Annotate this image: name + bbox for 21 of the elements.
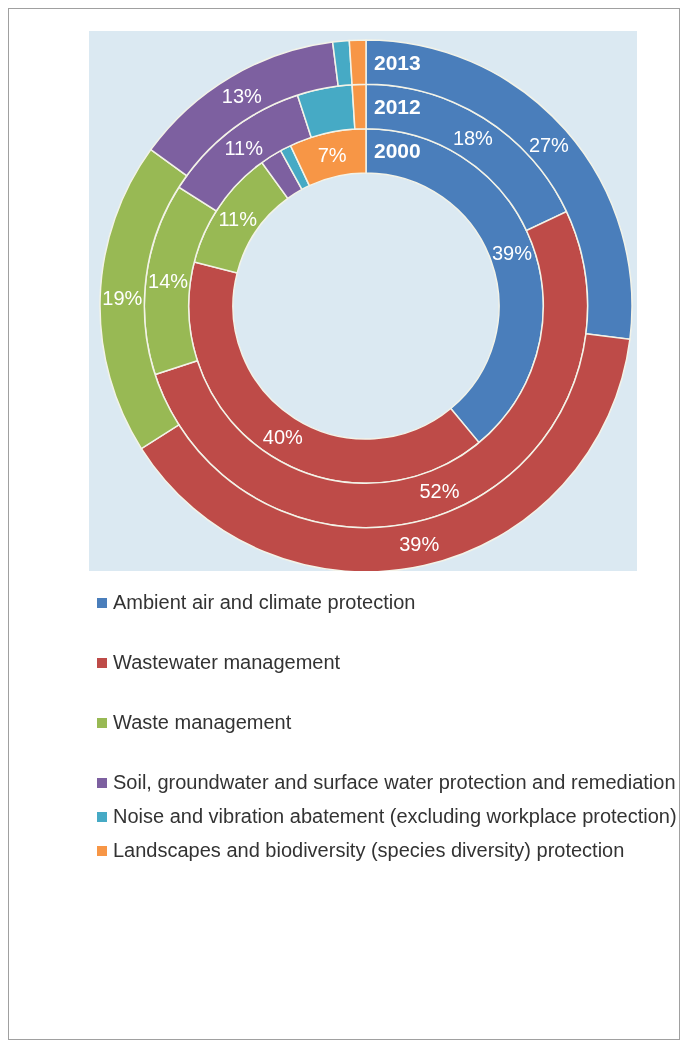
legend-label: Landscapes and biodiversity (species diversity) protection — [113, 838, 625, 863]
data-label: 18% — [452, 126, 494, 149]
data-label: 14% — [148, 270, 189, 292]
data-label: 19% — [102, 287, 143, 310]
legend-label: Wastewater management — [113, 650, 341, 675]
slice-label: 2000 — [374, 139, 421, 163]
data-label: 39% — [491, 242, 533, 265]
slice-label: 2012 — [374, 95, 421, 118]
data-label: 27% — [528, 133, 570, 156]
legend-label: Waste management — [113, 710, 292, 735]
data-label: 52% — [419, 480, 460, 503]
legend-label: Ambient air and climate protection — [113, 590, 416, 615]
legend-label: Soil, groundwater and surface water protection and remediation — [113, 770, 676, 795]
data-label: 13% — [221, 85, 263, 108]
data-label: 40% — [262, 426, 304, 449]
legend-label: Noise and vibration abatement (excluding workplace protection) — [113, 804, 677, 829]
data-label: 7% — [317, 143, 347, 166]
slice-label: 2013 — [374, 50, 421, 74]
data-label: 11% — [224, 137, 264, 160]
data-label: 39% — [399, 532, 440, 555]
data-label: 11% — [218, 207, 258, 230]
